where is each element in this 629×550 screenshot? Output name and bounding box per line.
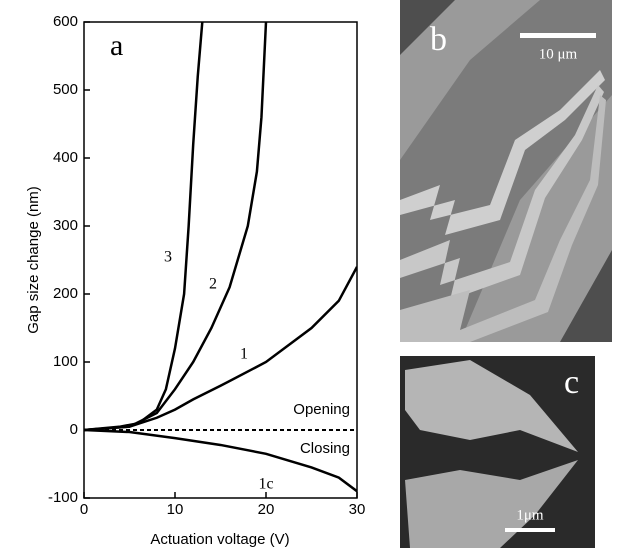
- annotation: Closing: [300, 440, 350, 457]
- x-tick-label: 10: [167, 501, 184, 518]
- figure: Gap size change (nm) Actuation voltage (…: [0, 0, 629, 550]
- y-tick-label: 0: [70, 421, 78, 438]
- x-tick-label: 30: [349, 501, 366, 518]
- x-axis-label: Actuation voltage (V): [150, 531, 289, 548]
- series-line: [84, 22, 202, 430]
- series-label: 3: [164, 249, 172, 266]
- series-label: 1: [240, 346, 248, 363]
- y-tick-label: 600: [53, 13, 78, 30]
- series-label: 1c: [258, 476, 273, 493]
- scale-bar-label: 10 μm: [539, 46, 578, 62]
- panel-label: a: [110, 29, 123, 62]
- panel-label: c: [564, 364, 579, 401]
- x-tick-label: 0: [80, 501, 88, 518]
- series-label: 2: [209, 276, 217, 293]
- series-line: [84, 22, 266, 430]
- panel-label: b: [430, 21, 447, 58]
- y-tick-label: 400: [53, 149, 78, 166]
- y-tick-label: 300: [53, 217, 78, 234]
- x-tick-label: 20: [258, 501, 275, 518]
- scale-bar-label: 1μm: [516, 507, 544, 523]
- y-tick-label: 500: [53, 81, 78, 98]
- y-axis-label: Gap size change (nm): [25, 186, 42, 334]
- y-tick-label: 200: [53, 285, 78, 302]
- annotation: Opening: [293, 401, 350, 418]
- y-tick-label: -100: [48, 489, 78, 506]
- y-tick-label: 100: [53, 353, 78, 370]
